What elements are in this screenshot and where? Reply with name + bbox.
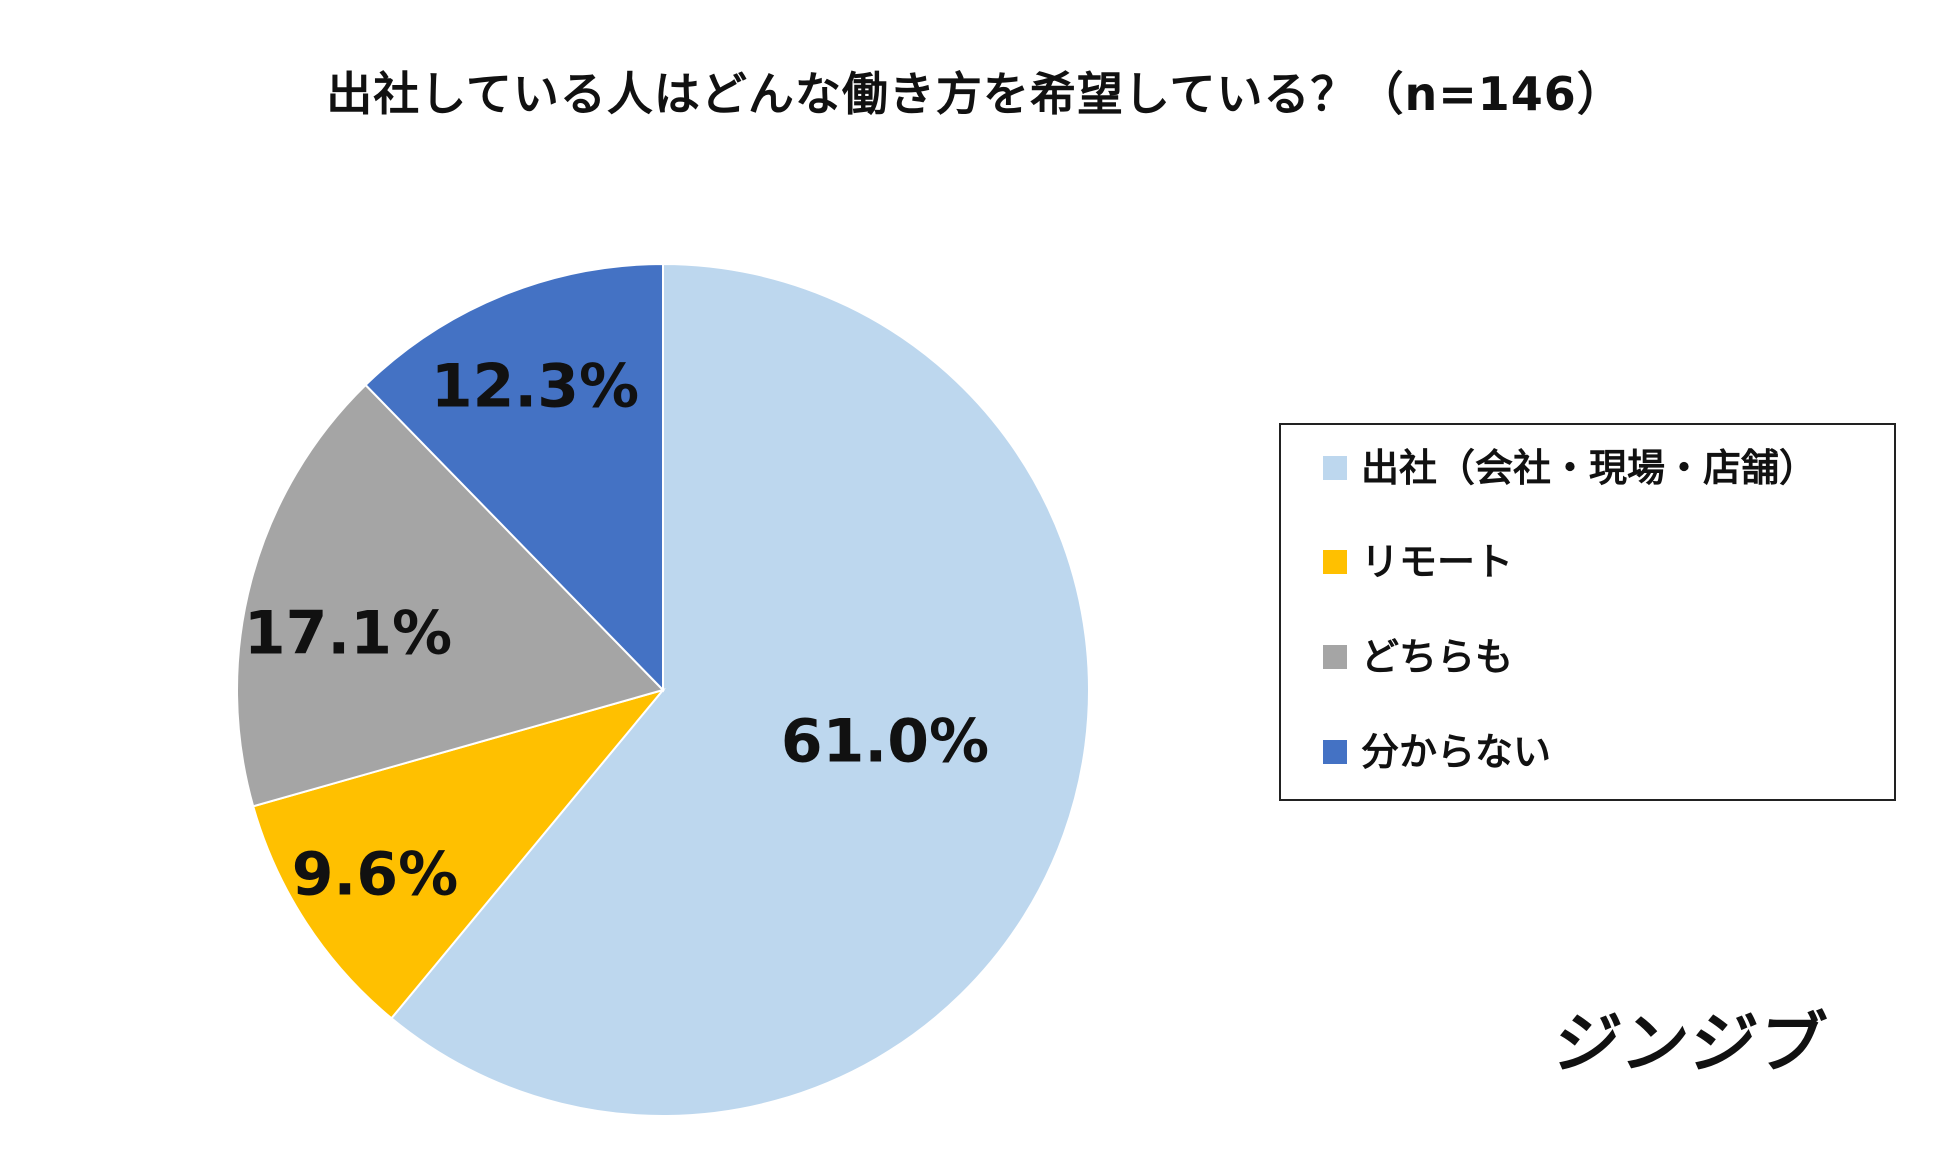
- legend-swatch-either: [1323, 645, 1347, 669]
- legend-label-remote: リモート: [1361, 540, 1514, 584]
- pie-slice-remote: [251, 688, 666, 1020]
- legend-swatch-remote: [1323, 550, 1347, 574]
- data-label-remote: 9.6%: [292, 840, 458, 910]
- legend-label-office: 出社（会社・現場・店舗）: [1361, 446, 1818, 490]
- pie-slice-unknown: [364, 262, 664, 693]
- legend-swatch-office: [1323, 456, 1347, 480]
- brand-logo: ジンジブ: [1548, 1005, 1832, 1082]
- pie-labels: 61.0% 9.6% 17.1% 12.3%: [244, 352, 989, 910]
- legend: 出社（会社・現場・店舗） リモート どちらも 分からない: [1279, 423, 1896, 801]
- pie-slices: [236, 262, 1090, 1117]
- pie-slice-either: [236, 383, 665, 808]
- legend-item-office: 出社（会社・現場・店舗）: [1323, 438, 1817, 498]
- data-label-either: 17.1%: [244, 599, 452, 669]
- chart-title: 出社している人はどんな働き方を希望している？（n=146）: [326, 67, 1624, 121]
- data-label-office: 61.0%: [781, 707, 989, 777]
- data-label-unknown: 12.3%: [431, 352, 639, 422]
- pie-slice-office: [390, 262, 1090, 1117]
- legend-item-unknown: 分からない: [1323, 722, 1551, 782]
- legend-item-remote: リモート: [1323, 532, 1513, 592]
- legend-item-either: どちらも: [1323, 627, 1513, 687]
- legend-label-unknown: 分からない: [1361, 730, 1552, 774]
- legend-label-either: どちらも: [1361, 635, 1514, 679]
- legend-swatch-unknown: [1323, 740, 1347, 764]
